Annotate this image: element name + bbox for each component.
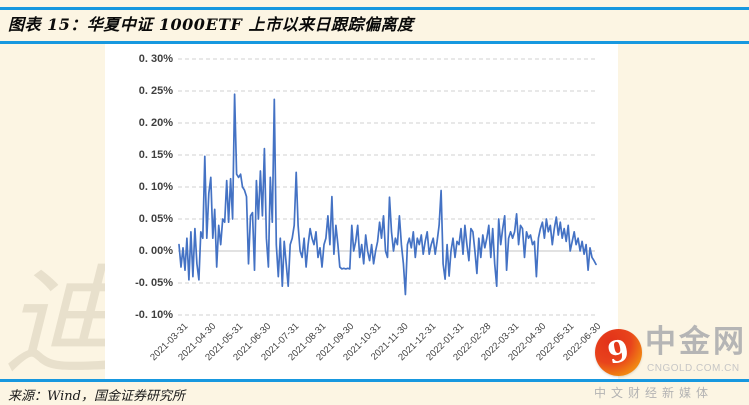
top-divider	[0, 7, 749, 10]
source-note: 来源：Wind，国金证券研究所	[8, 389, 185, 404]
y-axis-label: 0. 20%	[138, 116, 173, 129]
deviation-line-series	[178, 93, 597, 296]
line-chart-canvas	[178, 58, 597, 316]
cngold-logo-icon: 9	[595, 329, 642, 376]
cngold-logo: 9 中金网 CNGOLD.COM.CN 中文财经新媒体	[588, 318, 749, 405]
y-axis-label: 0. 00%	[138, 244, 173, 257]
y-axis-label: 0. 05%	[138, 212, 173, 225]
logo-name: 中金网	[645, 324, 747, 360]
logo-domain: CNGOLD.COM.CN	[647, 363, 740, 374]
y-axis-label: -0. 10%	[135, 308, 173, 321]
tracking-deviation-chart: 0. 30% 0. 25% 0. 20% 0. 15% 0. 10% 0. 05% 0. 0…	[105, 44, 618, 379]
bottom-divider	[0, 379, 749, 382]
y-axis-label: 0. 25%	[138, 84, 173, 97]
y-axis-label: 0. 10%	[138, 180, 173, 193]
title-divider	[0, 41, 749, 44]
y-axis-label: 0. 15%	[138, 148, 173, 161]
logo-tagline: 中文财经新媒体	[594, 386, 714, 400]
y-axis-label: -0. 05%	[135, 276, 173, 289]
figure-title: 图表 15：华夏中证 1000ETF 上市以来日跟踪偏离度	[8, 15, 414, 34]
y-axis-label: 0. 30%	[138, 52, 173, 65]
logo-swirl-glyph: 9	[604, 333, 633, 372]
